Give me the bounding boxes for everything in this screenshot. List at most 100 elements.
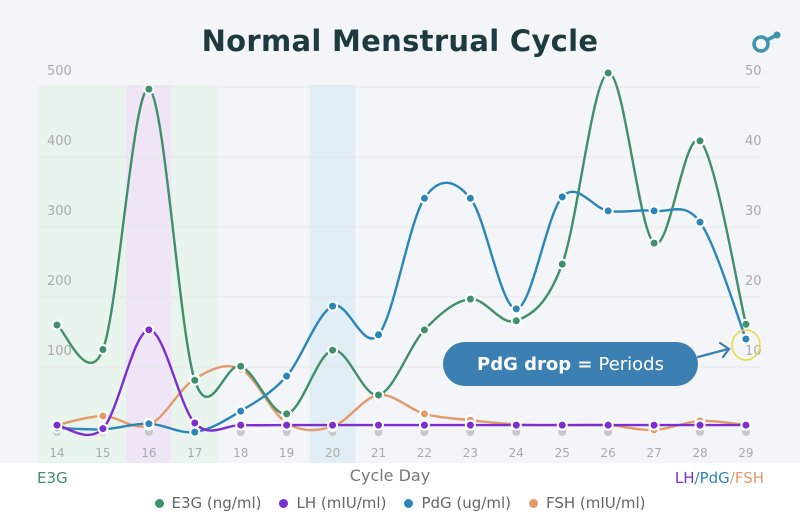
right-axis-sep: / [694, 469, 700, 487]
pdg-drop-callout: PdG drop = Periods [443, 342, 698, 386]
right-axis-label-fsh: FSH [734, 469, 764, 487]
data-point-e3g [694, 135, 706, 147]
data-point-pdg [327, 300, 339, 312]
right-axis-sep: / [729, 469, 735, 487]
x-tick: 25 [555, 446, 570, 460]
data-point-lh [281, 419, 293, 431]
x-tick: 17 [187, 446, 202, 460]
data-point-pdg [235, 405, 247, 417]
data-point-lh [143, 324, 155, 336]
x-tick: 14 [49, 446, 64, 460]
legend-marker [528, 498, 538, 508]
legend-item-e3g[interactable]: E3G (ng/ml) [154, 494, 262, 512]
x-tick: 18 [233, 446, 248, 460]
highlight-band [125, 85, 172, 463]
data-point-pdg [143, 418, 155, 430]
legend-label: LH (mIU/ml) [296, 494, 387, 512]
y-tick-left: 400 [47, 134, 72, 149]
y-tick-right: 10 [745, 344, 762, 359]
data-point-pdg [510, 303, 522, 315]
legend-label: FSH (mIU/ml) [545, 494, 646, 512]
data-point-e3g [235, 360, 247, 372]
right-axis-label-pdg: PdG [699, 469, 730, 487]
y-tick-left: 200 [47, 274, 72, 289]
legend-item-lh[interactable]: LH (mIU/ml) [279, 494, 386, 512]
legend-label: PdG (ug/ml) [421, 494, 511, 512]
data-point-e3g [281, 408, 293, 420]
data-point-pdg [373, 329, 385, 341]
data-point-lh [648, 419, 660, 431]
data-point-fsh [97, 410, 109, 422]
data-point-pdg [189, 426, 201, 438]
arrow-icon [696, 341, 731, 359]
data-point-pdg [464, 192, 476, 204]
data-point-e3g [602, 67, 614, 79]
data-point-lh [97, 423, 109, 435]
legend-item-fsh[interactable]: FSH (mIU/ml) [528, 494, 646, 512]
data-point-lh [373, 419, 385, 431]
y-tick-right: 20 [745, 274, 762, 289]
x-tick: 27 [646, 446, 661, 460]
highlight-band [38, 85, 126, 463]
callout-bold: PdG drop = [477, 353, 593, 375]
data-point-lh [740, 419, 752, 431]
data-point-lh [556, 419, 568, 431]
x-axis-label: Cycle Day [349, 466, 431, 485]
data-point-e3g [189, 374, 201, 386]
x-tick: 28 [692, 446, 707, 460]
x-tick: 19 [279, 446, 294, 460]
x-tick: 20 [325, 446, 340, 460]
legend: E3G (ng/ml) LH (mIU/ml) PdG (ug/ml) FSH … [0, 494, 800, 512]
x-tick: 16 [141, 446, 156, 460]
x-tick: 23 [463, 446, 478, 460]
data-point-e3g [143, 83, 155, 95]
x-tick: 21 [371, 446, 386, 460]
legend-marker [154, 498, 164, 508]
data-point-pdg [418, 192, 430, 204]
y-tick-left: 500 [47, 64, 72, 79]
x-tick: 22 [417, 446, 432, 460]
y-tick-right: 50 [745, 64, 762, 79]
data-point-pdg [694, 216, 706, 228]
data-point-pdg [740, 333, 752, 345]
chart-title: Normal Menstrual Cycle [201, 24, 599, 58]
series-line-e3g [56, 71, 748, 416]
legend-marker [279, 498, 289, 508]
y-tick-left: 300 [47, 204, 72, 219]
legend-label: E3G (ng/ml) [171, 494, 262, 512]
data-point-fsh [418, 408, 430, 420]
legend-item-pdg[interactable]: PdG (ug/ml) [404, 494, 511, 512]
y-tick-right: 30 [745, 204, 762, 219]
data-point-lh [694, 419, 706, 431]
data-point-e3g [464, 293, 476, 305]
y-tick-left: 100 [47, 344, 72, 359]
x-tick: 15 [95, 446, 110, 460]
data-point-e3g [97, 344, 109, 355]
data-point-lh [327, 419, 339, 431]
data-point-lh [464, 419, 476, 431]
data-point-pdg [556, 191, 568, 203]
data-point-lh [189, 417, 201, 429]
data-point-pdg [281, 370, 293, 382]
data-point-e3g [556, 258, 568, 270]
x-tick: 24 [509, 446, 524, 460]
data-point-e3g [373, 389, 385, 401]
highlight-band [309, 85, 356, 463]
data-point-e3g [327, 344, 339, 356]
data-point-pdg [602, 205, 614, 217]
left-axis-label: E3G [37, 469, 68, 487]
data-point-lh [510, 419, 522, 431]
right-axis-label-lh: LH [674, 469, 695, 487]
x-tick: 26 [601, 446, 616, 460]
legend-marker [404, 498, 414, 508]
data-point-e3g [510, 315, 522, 327]
highlight-band [171, 85, 218, 463]
data-point-e3g [418, 324, 430, 336]
data-point-lh [51, 419, 63, 431]
highlight-ring [731, 329, 761, 361]
right-axis-label: LH/PdG/FSH [675, 469, 764, 487]
data-point-lh [235, 419, 247, 431]
data-point-e3g [648, 237, 660, 249]
x-tick: 29 [738, 446, 753, 460]
